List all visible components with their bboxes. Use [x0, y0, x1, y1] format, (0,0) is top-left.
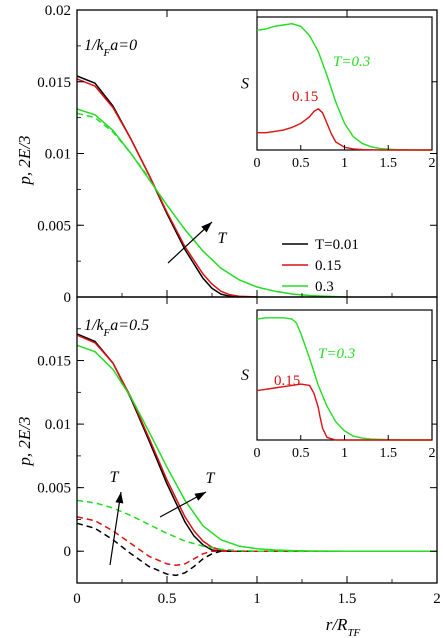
x-tick-label: 0 [73, 591, 81, 607]
inset-y-label: S [241, 76, 249, 93]
panel-label-sub: F [103, 47, 111, 59]
y-tick-label: 0.005 [37, 481, 71, 497]
y-tick-label: 0 [64, 290, 72, 306]
inset-y-label: S [241, 367, 249, 384]
x-axis-label-main: r/R [326, 615, 348, 634]
series-line-0 [76, 75, 240, 298]
inset-curve-label: T=0.3 [333, 54, 370, 70]
series-line-1 [76, 78, 258, 298]
y-tick-label: 0.01 [45, 417, 71, 433]
arrow-label: T [110, 469, 120, 486]
arrow-label: T [206, 470, 216, 487]
temperature-arrow-0 [167, 221, 213, 264]
inset: 0 0.5 1 1.5 2 S T=0.3 0.15 [241, 309, 436, 461]
y-axis-label: p, 2E/3 [15, 135, 34, 185]
inset-curve-label: T=0.3 [318, 346, 355, 362]
temperature-arrow-1-head [194, 492, 206, 501]
inset-curve-label: 0.15 [274, 373, 300, 389]
inset-series-line-1 [257, 108, 432, 151]
y-tick-label: 0.005 [37, 218, 71, 234]
legend-label: 0.15 [315, 258, 341, 274]
arrow-label: T [218, 230, 228, 247]
panel-label-main: 1/k [84, 317, 104, 334]
series-line-3 [76, 112, 150, 179]
y-axis-label: p, 2E/3 [15, 416, 34, 466]
inset: 0 0.5 1 1.5 2 S T=0.3 0.15 [241, 16, 436, 171]
panel-label-main: 1/k [84, 37, 104, 54]
inset-series-line-0 [256, 317, 432, 441]
inset-series-line-1 [256, 383, 432, 441]
panel-label-suffix: a=0.5 [110, 317, 149, 334]
y-tick-label: 0.015 [37, 75, 71, 91]
series-line-4 [76, 516, 257, 566]
x-tick-label: 0.5 [158, 591, 177, 607]
inset-curve-label: 0.15 [292, 89, 318, 105]
panel-top: 0 0.005 0.01 0.015 0.02 p, 2E/3 1/kFa=0 T T=0.01… [15, 3, 438, 306]
series-group [76, 75, 348, 298]
inset-x-tick-label: 1 [341, 446, 348, 461]
inset-x-tick-label: 2 [429, 446, 436, 461]
temperature-arrow-0-shaft [109, 491, 122, 566]
y-tick-label: 0 [64, 544, 72, 560]
y-tick-label: 0.02 [45, 3, 71, 19]
inset-x-tick-label: 0.5 [292, 446, 310, 461]
x-tick-label: 2 [433, 591, 441, 607]
temperature-arrow-1 [159, 491, 207, 518]
temperature-arrow-0 [109, 491, 124, 566]
inset-x-tick-label: 2 [429, 156, 436, 171]
legend-label: T=0.01 [315, 237, 359, 253]
y-tick-label: 0.015 [37, 354, 71, 370]
inset-x-tick-label: 0.5 [292, 156, 310, 171]
inset-x-tick-label: 1 [341, 156, 348, 171]
legend: T=0.01 0.15 0.3 [282, 237, 359, 295]
panel-label-suffix: a=0 [110, 37, 137, 54]
inset-x-tick-label: 0 [254, 446, 261, 461]
inset-x-tick-label: 0 [254, 156, 261, 171]
panel-label-sub: F [103, 327, 111, 339]
panel-label: 1/kFa=0 [84, 37, 137, 59]
panel-label: 1/kFa=0.5 [84, 317, 149, 339]
x-tick-label: 1 [253, 591, 261, 607]
temperature-arrow-0-head [115, 492, 124, 504]
series-group [76, 333, 437, 577]
inset-x-tick-label: 1.5 [380, 156, 398, 171]
legend-label: 0.3 [315, 279, 334, 295]
inset-x-tick-label: 1.5 [380, 446, 398, 461]
x-axis-label: r/RTF [326, 615, 361, 638]
x-tick-label: 1.5 [338, 591, 357, 607]
x-axis-label-sub: TF [347, 627, 360, 638]
temperature-arrow-0-head [201, 222, 212, 233]
inset-frame [256, 309, 433, 441]
inset-frame [256, 16, 433, 151]
y-tick-label: 0.01 [45, 147, 71, 163]
